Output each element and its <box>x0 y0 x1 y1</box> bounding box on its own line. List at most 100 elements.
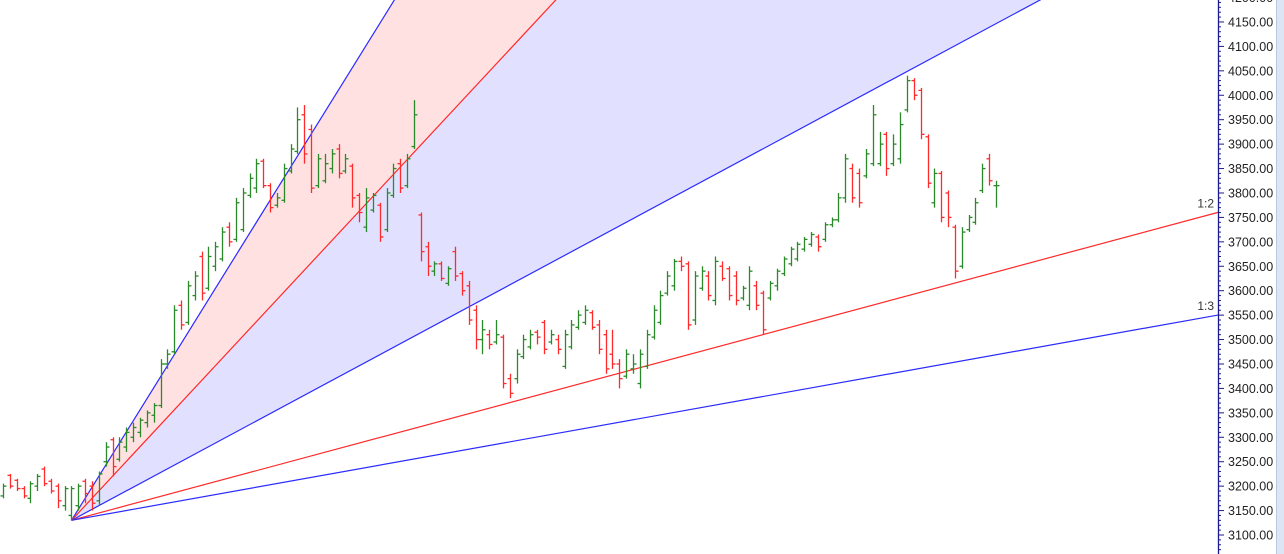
ohlc-bar <box>116 437 123 462</box>
y-tick-label: 3750.00 <box>1228 211 1273 225</box>
y-tick-label: 3850.00 <box>1228 162 1273 176</box>
ohlc-bar <box>315 153 322 189</box>
ohlc-bar <box>801 236 808 252</box>
ohlc-bar <box>562 329 569 369</box>
y-tick-label: 3300.00 <box>1228 431 1273 445</box>
gann-line-2x1 <box>71 0 557 521</box>
ohlc-bar <box>609 329 616 369</box>
ohlc-bar <box>603 329 610 374</box>
ohlc-bar <box>760 290 767 335</box>
axis-background <box>1218 0 1276 554</box>
ohlc-bar <box>959 227 966 269</box>
ohlc-bar <box>75 483 82 511</box>
ohlc-bar <box>664 271 671 296</box>
ohlc-bar <box>630 354 637 374</box>
ohlc-bar <box>685 261 692 330</box>
y-tick-label: 4150.00 <box>1228 15 1273 29</box>
ohlc-bar <box>774 268 781 291</box>
ohlc-bar <box>205 246 212 291</box>
ohlc-bar <box>596 320 603 355</box>
ohlc-bar <box>267 183 274 213</box>
ohlc-bar <box>7 473 14 489</box>
ohlc-bar <box>972 197 979 225</box>
ohlc-bar <box>616 359 623 389</box>
ohlc-bar <box>904 75 911 113</box>
ohlc-bar <box>883 131 890 176</box>
y-tick-label: 3950.00 <box>1228 113 1273 127</box>
ohlc-bar <box>568 320 575 350</box>
ohlc-bar <box>377 202 384 242</box>
ohlc-bar <box>719 261 726 281</box>
ohlc-bar <box>726 266 733 301</box>
y-tick-label: 3800.00 <box>1228 186 1273 200</box>
ohlc-bar <box>158 359 165 408</box>
ohlc-bar <box>657 290 664 325</box>
ohlc-bar <box>137 417 144 438</box>
ohlc-bar <box>342 153 349 174</box>
ohlc-bar <box>493 320 500 345</box>
ohlc-bar <box>452 246 459 281</box>
price-axis-scrollbar[interactable] <box>1276 0 1284 554</box>
ohlc-bar <box>527 329 534 350</box>
ohlc-bar <box>890 134 897 167</box>
ohlc-bar <box>637 349 644 389</box>
ohlc-bar <box>390 163 397 198</box>
ohlc-bar <box>705 271 712 301</box>
ohlc-bar <box>247 173 254 198</box>
ohlc-bar <box>733 271 740 306</box>
ohlc-bar <box>363 188 370 233</box>
ohlc-bar <box>253 158 260 193</box>
ohlc-bar <box>62 486 69 511</box>
y-tick-label: 3350.00 <box>1228 406 1273 420</box>
y-tick-label: 4100.00 <box>1228 40 1273 54</box>
ohlc-bar <box>0 483 7 499</box>
ohlc-bar <box>219 227 226 262</box>
ohlc-bar <box>911 78 918 101</box>
ohlc-bar <box>808 232 815 247</box>
ohlc-bar <box>541 320 548 355</box>
ohlc-bar <box>82 478 89 504</box>
ohlc-bar <box>27 481 34 504</box>
ohlc-bar <box>192 271 199 301</box>
gann-line-1x3 <box>71 314 1219 521</box>
y-tick-label: 3100.00 <box>1228 529 1273 543</box>
ohlc-bar <box>877 131 884 167</box>
ohlc-bar <box>842 153 849 203</box>
ohlc-bar <box>767 280 774 301</box>
ohlc-bar <box>794 241 801 262</box>
ohlc-bar <box>431 261 438 277</box>
y-tick-label: 3400.00 <box>1228 382 1273 396</box>
ohlc-bar <box>411 100 418 150</box>
ohlc-bar <box>815 234 822 252</box>
ohlc-bar <box>123 427 130 452</box>
ohlc-bar <box>952 224 959 279</box>
ohlc-bars <box>0 75 1000 521</box>
ohlc-bar <box>459 271 466 296</box>
ohlc-bar <box>856 168 863 208</box>
ohlc-bar <box>918 87 925 140</box>
y-tick-label: 3650.00 <box>1228 260 1273 274</box>
ohlc-bar <box>384 188 391 233</box>
ohlc-bar <box>48 478 55 494</box>
price-axis[interactable]: 3050.00 3100.00 3150.00 3200.00 3250.00 3300.… <box>1217 0 1276 554</box>
ohlc-bar <box>110 437 117 477</box>
ohlc-bar <box>445 266 452 286</box>
ohlc-bar <box>863 149 870 179</box>
ohlc-bar <box>651 305 658 340</box>
ohlc-bar <box>466 280 473 325</box>
ohlc-bar <box>281 163 288 203</box>
ohlc-bar <box>671 258 678 291</box>
ohlc-bar <box>260 158 267 189</box>
ohlc-bar <box>240 188 247 233</box>
ohlc-bar <box>418 212 425 262</box>
y-tick-label: 4200.00 <box>1228 0 1273 5</box>
gann-line-1x1 <box>71 0 1042 521</box>
ohlc-bar <box>678 256 685 272</box>
y-tick-label: 3250.00 <box>1228 455 1273 469</box>
ohlc-bar <box>788 246 795 267</box>
y-tick-label: 3150.00 <box>1228 504 1273 518</box>
ohlc-bar <box>164 349 171 369</box>
ohlc-bar <box>171 305 178 355</box>
ohlc-bar <box>404 153 411 189</box>
